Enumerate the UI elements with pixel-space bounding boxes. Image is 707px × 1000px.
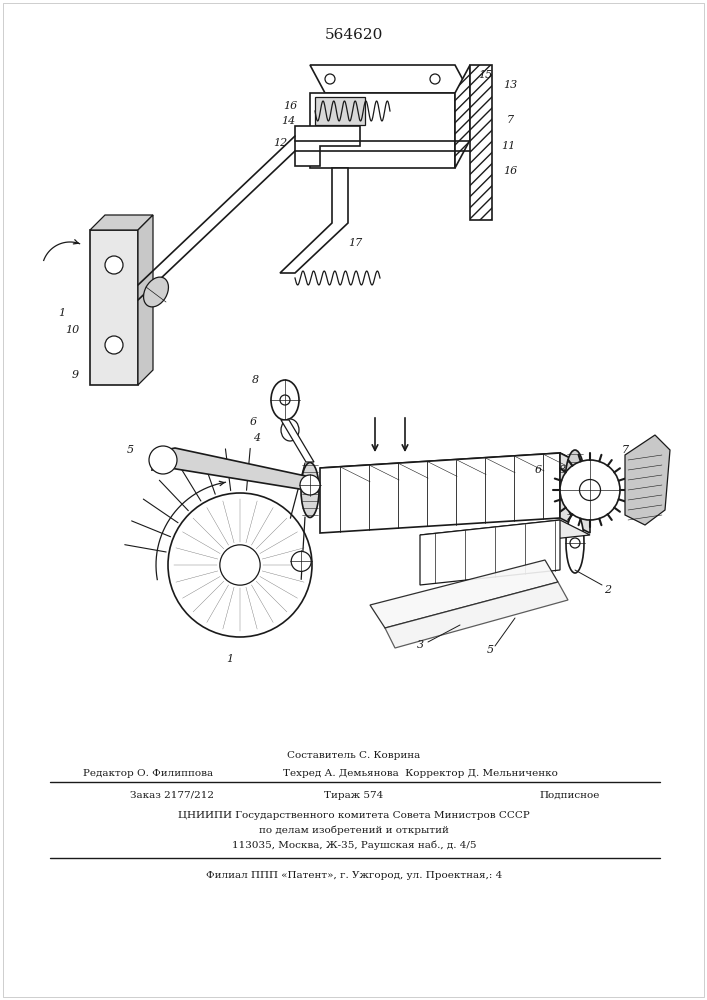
Text: 8: 8 bbox=[559, 465, 566, 475]
Circle shape bbox=[325, 74, 335, 84]
Polygon shape bbox=[320, 453, 560, 533]
Text: 6: 6 bbox=[534, 465, 542, 475]
Polygon shape bbox=[281, 420, 314, 462]
Polygon shape bbox=[320, 453, 590, 483]
Polygon shape bbox=[90, 230, 138, 385]
Polygon shape bbox=[385, 582, 568, 648]
Text: Подписное: Подписное bbox=[540, 790, 600, 800]
Polygon shape bbox=[280, 168, 348, 273]
Text: 16: 16 bbox=[503, 166, 517, 176]
Circle shape bbox=[300, 475, 320, 495]
Text: 8: 8 bbox=[252, 375, 259, 385]
Polygon shape bbox=[310, 65, 470, 93]
Circle shape bbox=[570, 538, 580, 548]
Text: 113035, Москва, Ж-35, Раушская наб., д. 4/5: 113035, Москва, Ж-35, Раушская наб., д. … bbox=[232, 840, 477, 850]
Text: 5: 5 bbox=[127, 445, 134, 455]
Text: 2: 2 bbox=[604, 585, 612, 595]
Ellipse shape bbox=[144, 277, 168, 307]
Circle shape bbox=[105, 336, 123, 354]
Text: Тираж 574: Тираж 574 bbox=[325, 790, 384, 800]
Circle shape bbox=[168, 493, 312, 637]
Text: Техред А. Демьянова  Корректор Д. Мельниченко: Техред А. Демьянова Корректор Д. Мельнич… bbox=[283, 768, 557, 778]
Text: 7: 7 bbox=[621, 445, 629, 455]
Text: 12: 12 bbox=[273, 138, 287, 148]
Text: 564620: 564620 bbox=[325, 28, 383, 42]
Text: 6: 6 bbox=[250, 417, 257, 427]
Text: 5: 5 bbox=[486, 645, 493, 655]
Polygon shape bbox=[138, 215, 153, 385]
Text: по делам изобретений и открытий: по делам изобретений и открытий bbox=[259, 825, 449, 835]
Circle shape bbox=[560, 460, 620, 520]
Ellipse shape bbox=[565, 450, 585, 518]
Text: 1: 1 bbox=[59, 308, 66, 318]
Polygon shape bbox=[420, 520, 590, 550]
Ellipse shape bbox=[281, 419, 299, 441]
Polygon shape bbox=[470, 65, 492, 220]
Circle shape bbox=[105, 256, 123, 274]
Text: 11: 11 bbox=[501, 141, 515, 151]
Circle shape bbox=[580, 480, 600, 500]
Text: Филиал ППП «Патент», г. Ужгород, ул. Проектная,: 4: Филиал ППП «Патент», г. Ужгород, ул. Про… bbox=[206, 870, 502, 880]
Polygon shape bbox=[90, 215, 153, 230]
Polygon shape bbox=[625, 435, 670, 525]
Circle shape bbox=[220, 545, 260, 585]
Text: Составитель С. Коврина: Составитель С. Коврина bbox=[287, 750, 421, 760]
Ellipse shape bbox=[271, 380, 299, 420]
Text: Заказ 2177/212: Заказ 2177/212 bbox=[130, 790, 214, 800]
Text: 1: 1 bbox=[226, 654, 233, 664]
Text: 4: 4 bbox=[253, 433, 261, 443]
Text: Редактор О. Филиппова: Редактор О. Филиппова bbox=[83, 768, 213, 778]
Ellipse shape bbox=[301, 462, 319, 518]
Text: ЦНИИПИ Государственного комитета Совета Министров СССР: ЦНИИПИ Государственного комитета Совета … bbox=[178, 810, 530, 820]
Polygon shape bbox=[370, 560, 558, 628]
Text: 13: 13 bbox=[503, 80, 517, 90]
Ellipse shape bbox=[566, 513, 584, 573]
Polygon shape bbox=[560, 453, 590, 533]
Circle shape bbox=[149, 446, 177, 474]
Text: 3: 3 bbox=[416, 640, 423, 650]
Polygon shape bbox=[152, 448, 318, 492]
Circle shape bbox=[291, 551, 311, 571]
Text: 14: 14 bbox=[281, 116, 295, 126]
Text: 15: 15 bbox=[478, 70, 492, 80]
Polygon shape bbox=[315, 97, 365, 125]
Text: 16: 16 bbox=[283, 101, 297, 111]
Polygon shape bbox=[420, 520, 560, 585]
Text: 10: 10 bbox=[65, 325, 79, 335]
Polygon shape bbox=[455, 65, 470, 168]
Text: 9: 9 bbox=[71, 370, 78, 380]
Text: 17: 17 bbox=[348, 238, 362, 248]
Polygon shape bbox=[295, 126, 360, 166]
Text: 7: 7 bbox=[506, 115, 513, 125]
Polygon shape bbox=[310, 93, 455, 168]
Circle shape bbox=[280, 395, 290, 405]
Circle shape bbox=[430, 74, 440, 84]
